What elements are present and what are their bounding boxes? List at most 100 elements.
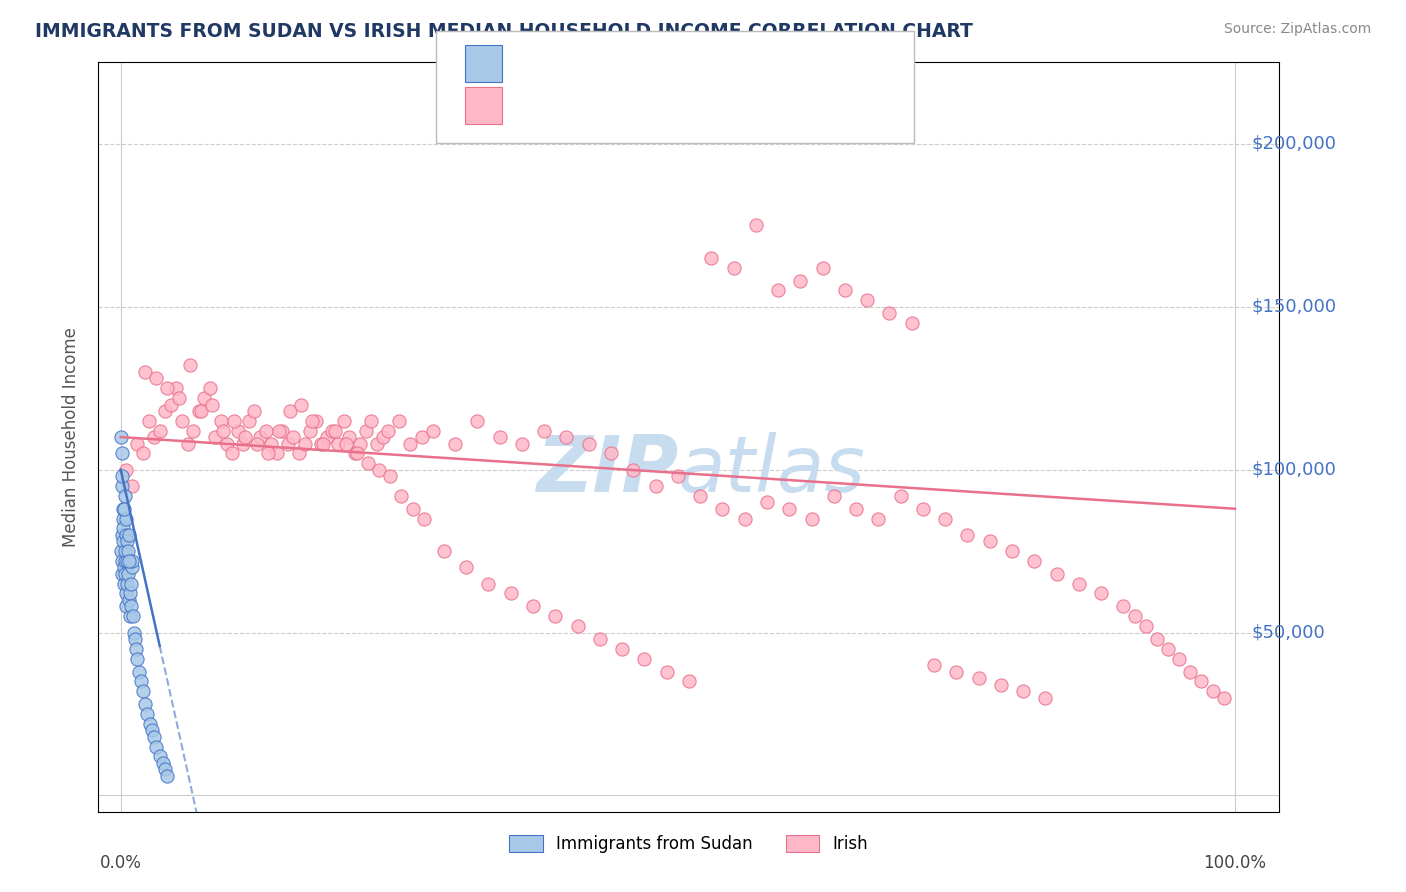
- Text: ZIP: ZIP: [536, 432, 678, 508]
- Point: [266, 446, 288, 460]
- Text: $100,000: $100,000: [1251, 460, 1337, 479]
- Text: R =: R =: [520, 96, 557, 114]
- Point: [326, 436, 349, 450]
- Point: [689, 489, 711, 503]
- Point: [136, 706, 159, 721]
- Point: [277, 436, 299, 450]
- Point: [1191, 674, 1213, 689]
- Point: [121, 554, 143, 568]
- Text: $200,000: $200,000: [1251, 135, 1337, 153]
- Point: [589, 632, 612, 646]
- Point: [990, 678, 1012, 692]
- Point: [122, 625, 145, 640]
- Point: [112, 576, 135, 591]
- Point: [118, 609, 141, 624]
- Point: [1046, 566, 1069, 581]
- Point: [149, 424, 172, 438]
- Point: [755, 495, 778, 509]
- Point: [879, 306, 901, 320]
- Point: [129, 674, 152, 689]
- Point: [1180, 665, 1202, 679]
- Point: [271, 424, 294, 438]
- Point: [114, 554, 136, 568]
- Point: [117, 566, 139, 581]
- Point: [633, 651, 655, 665]
- Point: [120, 599, 142, 614]
- Point: [778, 501, 800, 516]
- Point: [111, 469, 134, 483]
- Point: [115, 599, 138, 614]
- Point: [278, 404, 301, 418]
- Point: [335, 436, 357, 450]
- Text: -0.465: -0.465: [565, 54, 624, 72]
- Point: [112, 501, 135, 516]
- Point: [465, 414, 488, 428]
- Point: [401, 501, 423, 516]
- Point: [111, 479, 134, 493]
- Point: [132, 684, 155, 698]
- Point: [235, 430, 257, 444]
- Text: 55: 55: [678, 54, 700, 72]
- Point: [114, 544, 136, 558]
- Text: 0.0%: 0.0%: [100, 854, 142, 872]
- Point: [433, 544, 456, 558]
- Point: [134, 697, 156, 711]
- Point: [204, 430, 226, 444]
- Point: [212, 424, 235, 438]
- Point: [246, 436, 269, 450]
- Point: [176, 436, 198, 450]
- Point: [294, 436, 316, 450]
- Point: [567, 619, 589, 633]
- Point: [890, 489, 912, 503]
- Point: [128, 665, 150, 679]
- Point: [868, 511, 890, 525]
- Point: [143, 430, 166, 444]
- Point: [655, 665, 678, 679]
- Point: [112, 501, 135, 516]
- Text: Median Household Income: Median Household Income: [62, 327, 80, 547]
- Point: [388, 414, 411, 428]
- Point: [138, 414, 160, 428]
- Point: [321, 424, 343, 438]
- Point: [678, 674, 700, 689]
- Point: [125, 641, 148, 656]
- Point: [1024, 554, 1046, 568]
- Point: [117, 554, 139, 568]
- Point: [1168, 651, 1191, 665]
- Text: N =: N =: [636, 54, 672, 72]
- Point: [945, 665, 967, 679]
- Point: [644, 479, 666, 493]
- Point: [456, 560, 478, 574]
- Point: [111, 446, 134, 460]
- Point: [1012, 684, 1035, 698]
- Text: IMMIGRANTS FROM SUDAN VS IRISH MEDIAN HOUSEHOLD INCOME CORRELATION CHART: IMMIGRANTS FROM SUDAN VS IRISH MEDIAN HO…: [35, 22, 973, 41]
- Point: [145, 739, 167, 754]
- Point: [934, 511, 956, 525]
- Point: [290, 397, 312, 411]
- Point: [555, 430, 578, 444]
- Point: [114, 489, 136, 503]
- Point: [155, 404, 177, 418]
- Point: [190, 404, 212, 418]
- Point: [111, 566, 134, 581]
- Point: [1146, 632, 1168, 646]
- Point: [312, 436, 335, 450]
- Point: [132, 446, 155, 460]
- Point: [956, 528, 979, 542]
- Point: [332, 414, 354, 428]
- Point: [226, 424, 249, 438]
- Point: [249, 430, 271, 444]
- Point: [288, 446, 311, 460]
- Point: [368, 463, 391, 477]
- Point: [156, 381, 179, 395]
- Point: [155, 763, 177, 777]
- Point: [127, 651, 149, 665]
- Point: [1067, 576, 1090, 591]
- Point: [110, 544, 132, 558]
- Point: [143, 730, 166, 744]
- Point: [823, 489, 845, 503]
- Point: [232, 436, 254, 450]
- Point: [422, 424, 444, 438]
- Point: [138, 716, 160, 731]
- Point: [610, 641, 633, 656]
